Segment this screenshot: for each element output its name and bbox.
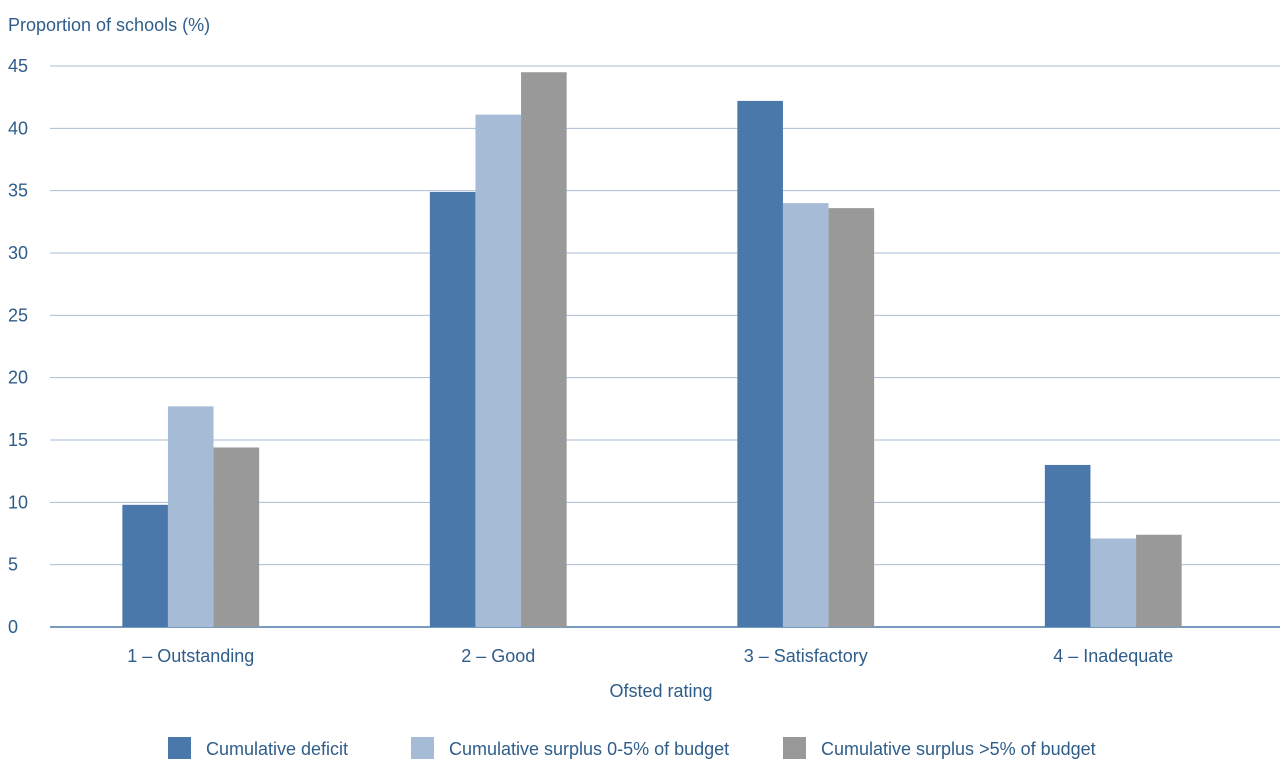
y-tick-label: 40: [8, 118, 28, 138]
bar: [167, 406, 214, 627]
bar: [737, 100, 783, 627]
legend-swatch: [783, 737, 806, 759]
bars: [122, 72, 1182, 628]
y-tick-label: 15: [8, 430, 28, 450]
bar: [1136, 534, 1182, 627]
bar: [828, 208, 875, 627]
x-axis-title: Ofsted rating: [609, 681, 712, 701]
x-axis-ticks: 1 – Outstanding 2 – Good 3 – Satisfactory 4…: [127, 646, 1173, 666]
y-axis-title: Proportion of schools (%): [8, 15, 210, 35]
y-tick-label: 45: [8, 56, 28, 76]
x-tick-label: 4 – Inadequate: [1053, 646, 1173, 666]
y-tick-label: 25: [8, 305, 28, 325]
bar: [521, 72, 567, 627]
legend-swatch: [411, 737, 434, 759]
bar: [429, 191, 476, 627]
bar: [213, 447, 260, 627]
bar: [782, 203, 829, 627]
bar: [1044, 464, 1091, 627]
y-tick-label: 5: [8, 555, 18, 575]
y-tick-label: 20: [8, 368, 28, 388]
y-tick-label: 30: [8, 243, 28, 263]
legend-swatch: [168, 737, 191, 759]
y-axis-ticks: 0 5 10 15 20 25 30 35 40 45: [8, 56, 28, 637]
legend-label: Cumulative surplus >5% of budget: [821, 739, 1096, 759]
legend-label: Cumulative deficit: [206, 739, 348, 759]
legend: Cumulative deficit Cumulative surplus 0-5…: [168, 737, 1096, 759]
bar: [1090, 538, 1137, 627]
bar: [475, 114, 522, 628]
y-tick-label: 35: [8, 181, 28, 201]
y-tick-label: 0: [8, 617, 18, 637]
bar: [122, 504, 168, 627]
x-tick-label: 1 – Outstanding: [127, 646, 254, 666]
y-tick-label: 10: [8, 492, 28, 512]
legend-label: Cumulative surplus 0-5% of budget: [449, 739, 729, 759]
x-tick-label: 3 – Satisfactory: [744, 646, 868, 666]
x-tick-label: 2 – Good: [461, 646, 535, 666]
